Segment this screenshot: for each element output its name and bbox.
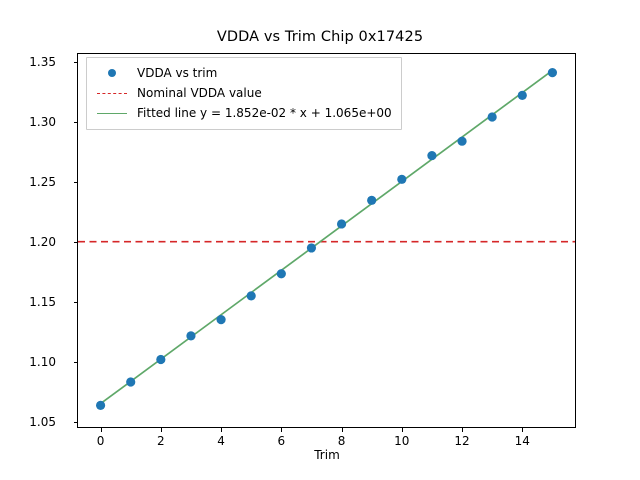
x-tick-label: 12 xyxy=(454,434,470,448)
chart-legend: VDDA vs trim Nominal VDDA value Fitted lin… xyxy=(86,57,402,130)
x-tick-mark xyxy=(401,428,403,432)
y-tick-label: 1.05 xyxy=(29,414,56,429)
data-point xyxy=(156,354,166,365)
data-point xyxy=(487,112,497,122)
legend-item: VDDA vs trim xyxy=(95,63,392,83)
x-tick-mark xyxy=(160,428,162,432)
x-tick-label: 4 xyxy=(217,434,225,448)
fitted-line xyxy=(100,69,553,405)
x-tick-mark xyxy=(281,428,283,432)
y-tick-label: 1.25 xyxy=(29,174,56,189)
y-tick-label: 1.30 xyxy=(29,114,56,129)
y-tick-mark xyxy=(73,241,78,243)
x-tick-mark xyxy=(341,428,343,432)
y-tick-mark xyxy=(73,421,78,423)
y-tick-label: 1.20 xyxy=(29,234,56,249)
data-point xyxy=(126,377,136,387)
vdda-scatter-points xyxy=(95,67,558,411)
legend-solid-line-icon-shape xyxy=(97,112,127,114)
data-point xyxy=(457,136,467,146)
legend-item: Nominal VDDA value xyxy=(95,83,392,103)
data-point xyxy=(186,331,196,341)
legend-dot-icon xyxy=(95,66,129,80)
legend-dashed-line-icon-shape xyxy=(97,92,127,94)
y-tick-mark xyxy=(73,361,78,363)
legend-dashed-line-icon xyxy=(95,86,129,100)
data-point xyxy=(547,67,558,78)
data-point xyxy=(246,291,256,301)
y-tick-mark xyxy=(73,61,78,63)
y-tick-label: 1.10 xyxy=(29,354,56,369)
data-point xyxy=(306,243,317,253)
x-tick-label: 14 xyxy=(514,434,530,448)
y-tick-mark xyxy=(73,301,78,303)
legend-item: Fitted line y = 1.852e-02 * x + 1.065e+0… xyxy=(95,103,392,123)
x-tick-label: 10 xyxy=(394,434,410,448)
data-point xyxy=(367,195,377,205)
x-tick-mark xyxy=(462,428,464,432)
plot-svg xyxy=(78,67,575,411)
x-tick-mark xyxy=(221,428,223,432)
x-tick-label: 0 xyxy=(96,434,105,448)
data-point xyxy=(336,219,347,229)
y-tick-label: 1.15 xyxy=(29,294,56,309)
data-point xyxy=(216,315,226,325)
legend-dot-icon-shape xyxy=(107,68,117,78)
data-point xyxy=(427,150,437,161)
legend-label: Fitted line y = 1.852e-02 * x + 1.065e+0… xyxy=(137,106,392,120)
x-tick-label: 6 xyxy=(277,434,286,448)
y-tick-label: 1.35 xyxy=(29,54,56,69)
data-point xyxy=(276,269,286,279)
legend-solid-line-icon xyxy=(95,106,129,120)
y-tick-mark xyxy=(73,181,78,183)
data-point xyxy=(517,90,527,100)
data-point xyxy=(95,400,106,411)
chart-title: VDDA vs Trim Chip 0x17425 xyxy=(216,29,424,45)
legend-label: Nominal VDDA value xyxy=(137,86,262,100)
x-tick-mark xyxy=(100,428,102,432)
x-tick-label: 8 xyxy=(337,434,346,448)
x-axis-label: Trim xyxy=(314,448,340,462)
x-tick-label: 2 xyxy=(157,434,165,448)
y-tick-mark xyxy=(73,121,78,123)
legend-label: VDDA vs trim xyxy=(137,66,218,80)
x-tick-mark xyxy=(522,428,524,432)
data-point xyxy=(397,174,407,184)
